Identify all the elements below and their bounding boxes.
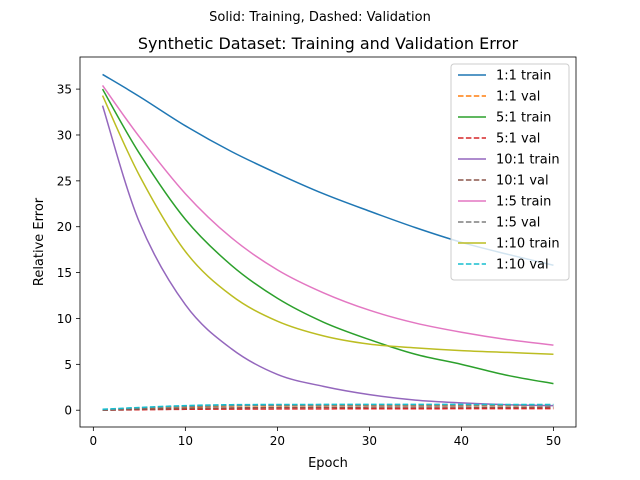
series-line-1-5-train [101, 85, 554, 346]
legend-label: 1:5 train [496, 195, 551, 210]
legend-label: 1:10 train [496, 237, 560, 252]
y-axis-label: Relative Error [32, 197, 47, 286]
x-axis-ticks: 0 10 20 30 40 50 [90, 427, 561, 448]
y-tick-label: 30 [57, 128, 72, 142]
legend-label: 1:10 val [496, 258, 549, 273]
y-axis-ticks: 0 5 10 15 20 25 30 35 [57, 83, 80, 418]
series-line-5-1-val [102, 407, 554, 411]
x-tick-label: 10 [178, 434, 193, 448]
legend-label: 10:1 val [496, 174, 549, 189]
legend-box [450, 63, 570, 281]
y-tick-label: 35 [57, 83, 72, 97]
y-tick-label: 5 [64, 358, 72, 372]
series-line-1-10-train [101, 95, 554, 355]
chart-suptitle: Solid: Training, Dashed: Validation [209, 10, 431, 25]
series-line-10-1-val [102, 406, 554, 411]
series-line-5-1-train [101, 88, 554, 385]
series-layer [101, 73, 554, 411]
legend-label: 1:1 train [496, 69, 551, 84]
y-tick-label: 0 [64, 404, 72, 418]
axes-frame [79, 56, 577, 428]
y-tick-label: 15 [57, 266, 72, 280]
legend-label: 1:5 val [496, 216, 540, 231]
legend: 1:1 train 1:1 val 5:1 train 5:1 val 10:1 tra… [450, 63, 570, 281]
x-axis-label: Epoch [308, 456, 348, 471]
legend-label: 5:1 val [496, 132, 540, 147]
legend-label: 1:1 val [496, 90, 540, 105]
series-line-10-1-train [101, 105, 554, 407]
legend-label: 10:1 train [496, 153, 560, 168]
x-tick-label: 40 [454, 434, 469, 448]
y-tick-label: 10 [57, 312, 72, 326]
y-tick-label: 20 [57, 220, 72, 234]
x-tick-label: 0 [90, 434, 98, 448]
series-line-1-10-val [102, 403, 554, 411]
x-tick-label: 20 [270, 434, 285, 448]
x-tick-label: 30 [362, 434, 377, 448]
x-tick-label: 50 [546, 434, 561, 448]
legend-label: 5:1 train [496, 111, 551, 126]
chart-title: Synthetic Dataset: Training and Validati… [138, 34, 519, 53]
y-tick-label: 25 [57, 174, 72, 188]
